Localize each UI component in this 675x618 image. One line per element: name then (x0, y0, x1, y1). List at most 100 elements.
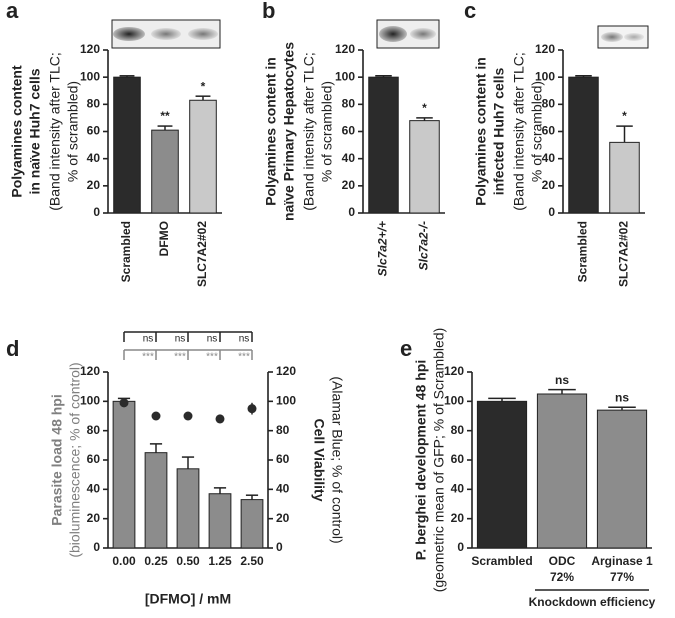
y-tick-label: 100 (80, 69, 100, 83)
y-tick-label: 100 (535, 69, 555, 83)
comparison-label: *** (206, 352, 218, 363)
x-tick-label: 2.50 (240, 554, 264, 568)
y-tick-label: 40 (542, 151, 556, 165)
y-tick-label: 40 (451, 482, 465, 496)
comparison-label: *** (174, 352, 186, 363)
knockdown-value: 77% (610, 570, 634, 584)
y-axis-subtitle: % of scrambled) (65, 81, 81, 182)
y-axis-title: P. berghei development 48 hpi (413, 360, 429, 560)
significance-label: * (201, 79, 206, 93)
y-axis-title: Polyamines content in (473, 57, 489, 206)
x-tick-label: SLC7A2#02 (617, 221, 631, 287)
y-tick-label: 80 (87, 423, 101, 437)
blot-a (111, 19, 221, 49)
y-tick-label: 40 (342, 151, 356, 165)
y-axis-title: Polyamines content in (263, 57, 279, 206)
x-tick-label: Slc7a2+/+ (376, 221, 390, 276)
bar (368, 76, 399, 214)
y-tick-label: 120 (335, 42, 355, 56)
x-tick-label: DFMO (157, 221, 171, 256)
y-axis-subtitle: % of scrambled) (319, 81, 335, 182)
knockdown-title: Knockdown efficiency (529, 595, 656, 609)
bar (151, 129, 179, 214)
comparison-label: *** (142, 352, 154, 363)
y2-tick-label: 120 (276, 364, 296, 378)
y-axis-title: naïve Primary Hepatocytes (281, 42, 297, 221)
comparison-label: *** (238, 352, 250, 363)
y-tick-label: 60 (87, 124, 101, 138)
x-tick-label: ODC (549, 554, 576, 568)
y-tick-label: 0 (93, 205, 100, 219)
bar (409, 120, 440, 214)
bar (536, 393, 588, 549)
point (247, 404, 257, 414)
significance-label: ns (615, 390, 629, 404)
panel-letter: d (6, 336, 19, 361)
y-tick-label: 0 (548, 205, 555, 219)
blot-c (597, 25, 649, 49)
y-tick-label: 20 (542, 178, 556, 192)
bar (176, 468, 200, 549)
bar (113, 76, 141, 214)
significance-label: * (622, 109, 627, 123)
comparison-label: ns (239, 334, 250, 345)
y-tick-label: 0 (93, 540, 100, 554)
panel-letter: c (464, 0, 476, 23)
y-tick-label: 80 (451, 423, 465, 437)
x-tick-label: 1.25 (208, 554, 232, 568)
y-axis-subtitle: (Band intensity after TLC; (301, 52, 317, 210)
y2-tick-label: 40 (276, 482, 290, 496)
point (119, 398, 129, 408)
y-tick-label: 120 (80, 42, 100, 56)
comparison-label: ns (175, 334, 186, 345)
y-tick-label: 20 (87, 178, 101, 192)
y-tick-label: 80 (87, 97, 101, 111)
y-tick-label: 0 (457, 540, 464, 554)
x-tick-label: Scrambled (471, 554, 532, 568)
panel-letter: b (262, 0, 275, 23)
y-tick-label: 120 (535, 42, 555, 56)
bar (476, 400, 528, 549)
y2-tick-label: 100 (276, 394, 296, 408)
bar (609, 141, 640, 214)
y-tick-label: 20 (342, 178, 356, 192)
bar (144, 452, 168, 549)
blot-b (376, 19, 440, 49)
x-tick-label: 0.00 (112, 554, 136, 568)
x-tick-label: Arginase 1 (591, 554, 653, 568)
bar (596, 409, 648, 549)
x-tick-label: Scrambled (576, 221, 590, 282)
y-tick-label: 0 (348, 205, 355, 219)
y-tick-label: 40 (87, 482, 101, 496)
y-tick-label: 80 (542, 97, 556, 111)
y2-tick-label: 60 (276, 452, 290, 466)
y-tick-label: 60 (342, 124, 356, 138)
bar (112, 400, 136, 549)
y-axis-subtitle: % of scrambled) (529, 81, 545, 182)
point (151, 411, 161, 421)
y-tick-label: 40 (87, 151, 101, 165)
comparison-label: ns (143, 334, 154, 345)
y-tick-label: 60 (87, 452, 101, 466)
x-tick-label: 0.50 (176, 554, 200, 568)
y2-tick-label: 80 (276, 423, 290, 437)
y-tick-label: 80 (342, 97, 356, 111)
significance-label: ns (555, 373, 569, 387)
x-tick-label: SLC7A2#02 (195, 221, 209, 287)
bar (568, 76, 599, 214)
y2-axis-title: Cell Viability (311, 419, 327, 502)
y-axis-subtitle: (geometric mean of GFP; % of Scrambled) (431, 328, 447, 593)
bar (240, 499, 264, 549)
y-tick-label: 20 (451, 511, 465, 525)
y-tick-label: 100 (80, 394, 100, 408)
comparison-label: ns (207, 334, 218, 345)
y-tick-label: 20 (87, 511, 101, 525)
y-tick-label: 120 (444, 364, 464, 378)
point (183, 411, 193, 421)
x-tick-label: 0.25 (144, 554, 168, 568)
y-axis-title: in naïve Huh7 cells (27, 68, 43, 194)
y-axis-subtitle: (Band intensity after TLC; (511, 52, 527, 210)
x-tick-label: Slc7a2-/- (417, 221, 431, 270)
bar (189, 99, 217, 214)
